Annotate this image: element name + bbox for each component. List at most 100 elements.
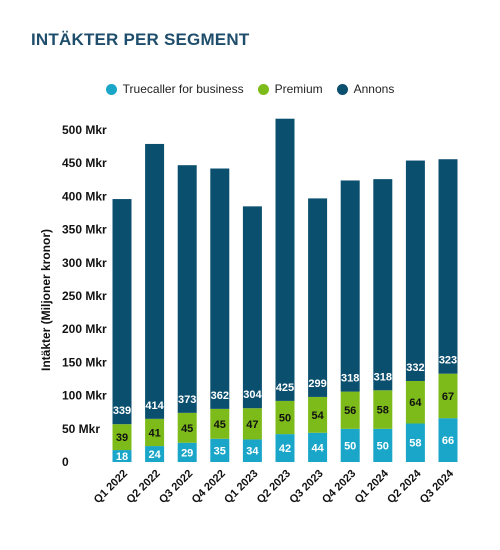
x-tick-label: Q3 2023 <box>287 468 325 506</box>
bar-segment-premium <box>275 400 295 435</box>
bar-segment-premium <box>438 373 458 419</box>
chart-title: INTÄKTER PER SEGMENT <box>31 30 250 49</box>
bar-segment-business <box>145 446 165 462</box>
legend-swatch-annons <box>336 83 348 95</box>
y-tick-label: 50 Mkr <box>62 422 100 436</box>
x-tick-label: Q2 2022 <box>124 468 162 506</box>
x-tick-label: Q2 2024 <box>385 467 424 506</box>
bar-segment-business <box>308 432 328 462</box>
bar-segment-annons <box>145 143 165 419</box>
data-label: 29 <box>181 447 193 459</box>
data-label: 66 <box>442 435 454 447</box>
bar-segment-business <box>373 428 393 462</box>
bar-segment-annons <box>405 160 425 381</box>
y-tick-label: 250 Mkr <box>62 289 107 303</box>
y-axis-ticks: 0 50 Mkr 100 Mkr 150 Mkr 200 Mkr 250 Mkr 300 M… <box>62 123 107 469</box>
y-tick-label: 150 Mkr <box>62 355 107 369</box>
data-label: 24 <box>148 449 161 461</box>
data-label: 58 <box>409 438 421 450</box>
legend-label-premium: Premium <box>274 82 323 96</box>
x-tick-label: Q1 2023 <box>222 468 260 506</box>
legend: Truecaller for business Premium Annons <box>0 82 500 96</box>
data-label: 299 <box>308 378 326 390</box>
data-label: 414 <box>145 400 164 412</box>
data-label: 39 <box>116 432 128 444</box>
bar-segment-annons <box>340 180 360 392</box>
x-tick-label: Q2 2023 <box>255 468 293 506</box>
bar-segment-annons <box>373 179 393 391</box>
bar-segment-annons <box>112 199 132 425</box>
legend-swatch-premium <box>257 83 269 95</box>
bar-segment-premium <box>177 412 197 443</box>
data-label: 318 <box>374 371 392 383</box>
y-tick-label: 400 Mkr <box>62 189 107 203</box>
data-label: 50 <box>344 440 356 452</box>
legend-label-business: Truecaller for business <box>122 82 244 96</box>
data-label: 35 <box>214 445 226 457</box>
bar-segment-annons <box>242 206 262 409</box>
bar-segment-premium <box>340 391 360 429</box>
data-label: 50 <box>377 440 389 452</box>
bar-segment-premium <box>112 424 132 451</box>
bar-segment-premium <box>373 390 393 429</box>
data-label: 425 <box>276 382 294 394</box>
bar-segment-business <box>340 428 360 462</box>
y-tick-label: 300 Mkr <box>62 256 107 270</box>
data-label: 362 <box>211 390 229 402</box>
bar-segment-business <box>210 438 230 462</box>
data-label: 58 <box>377 405 389 417</box>
data-label: 42 <box>279 443 291 455</box>
bar-segment-business <box>112 450 132 462</box>
data-label: 304 <box>243 389 262 401</box>
bar-segment-premium <box>405 380 425 424</box>
bar-segment-annons <box>308 198 328 397</box>
data-label: 50 <box>279 413 291 425</box>
bar-segment-annons <box>275 118 295 401</box>
y-tick-label: 500 Mkr <box>62 123 107 137</box>
x-tick-label: Q3 2024 <box>418 467 457 506</box>
data-label: 44 <box>311 442 324 454</box>
data-label: 373 <box>178 394 196 406</box>
y-tick-label: 350 Mkr <box>62 223 107 237</box>
data-label: 45 <box>214 419 226 431</box>
y-tick-label: 0 <box>62 455 69 469</box>
bar-segment-business <box>438 418 458 462</box>
bar-segment-annons <box>438 159 458 374</box>
bar-segment-business <box>405 423 425 462</box>
bar-segment-premium <box>242 408 262 440</box>
bar-segment-annons <box>177 165 197 413</box>
bar-segment-premium <box>308 396 328 433</box>
data-label: 56 <box>344 405 356 417</box>
x-tick-label: Q1 2022 <box>92 468 130 506</box>
x-tick-label: Q1 2024 <box>353 467 392 506</box>
data-label: 41 <box>148 427 160 439</box>
bars: 18 39 339 24 41 414 29 45 373 35 45 362 34 47 304 42 50 4… <box>112 118 458 463</box>
legend-item-annons: Annons <box>336 82 395 96</box>
x-tick-label: Q4 2022 <box>190 468 228 506</box>
bar-segment-annons <box>210 168 230 409</box>
x-tick-label: Q3 2022 <box>157 468 195 506</box>
bar-segment-business <box>275 434 295 462</box>
data-label: 318 <box>341 373 359 385</box>
bar-segment-business <box>242 439 262 462</box>
data-label: 67 <box>442 391 454 403</box>
data-label: 34 <box>246 446 259 458</box>
data-label: 339 <box>113 405 131 417</box>
data-label: 45 <box>181 423 193 435</box>
y-tick-label: 450 Mkr <box>62 156 107 170</box>
bar-segment-premium <box>145 418 165 447</box>
x-tick-label: Q4 2023 <box>320 468 358 506</box>
data-label: 323 <box>439 355 457 367</box>
data-label: 18 <box>116 451 128 463</box>
legend-item-business: Truecaller for business <box>105 82 244 96</box>
bar-segment-premium <box>210 408 230 439</box>
legend-swatch-business <box>105 83 117 95</box>
legend-label-annons: Annons <box>353 82 395 96</box>
y-tick-label: 100 Mkr <box>62 389 107 403</box>
bar-segment-business <box>177 442 197 462</box>
data-label: 47 <box>246 419 258 431</box>
data-label: 64 <box>409 397 422 409</box>
legend-item-premium: Premium <box>257 82 323 96</box>
